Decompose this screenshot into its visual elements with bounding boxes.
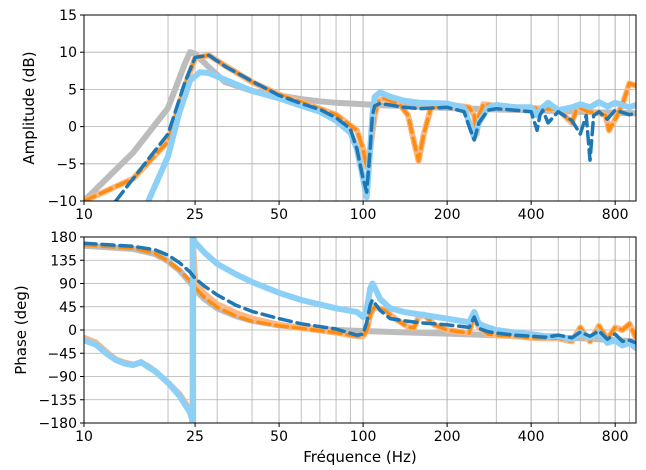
phase-panel: 10 25 50 100 200 400 800 −180 −135 −90 −45 0 45 90 135… — [12, 230, 637, 466]
x-tick-label: 10 — [75, 207, 93, 223]
y-tick-label: 0 — [68, 323, 77, 339]
phase-y-axis-title: Phase (deg) — [12, 285, 30, 375]
x-tick-label: 400 — [518, 207, 545, 223]
y-tick-label: −45 — [47, 346, 77, 362]
x-tick-label: 200 — [434, 429, 461, 445]
phase-ticks: 10 25 50 100 200 400 800 −180 −135 −90 −45 0 45 90 135… — [39, 230, 629, 445]
x-axis-title: Fréquence (Hz) — [303, 448, 416, 466]
x-tick-label: 400 — [518, 429, 545, 445]
series-line-3 — [84, 243, 636, 344]
series-line-5 — [114, 53, 636, 201]
series-line-2 — [84, 52, 636, 201]
y-tick-label: −5 — [56, 157, 77, 173]
x-tick-label: 800 — [602, 207, 629, 223]
y-tick-label: 5 — [68, 82, 77, 98]
y-tick-label: −90 — [47, 370, 77, 386]
x-tick-label: 25 — [186, 429, 204, 445]
y-tick-label: 90 — [59, 277, 77, 293]
series-line-4 — [145, 69, 636, 201]
phase-series — [84, 237, 636, 423]
y-tick-label: 0 — [68, 120, 77, 136]
y-tick-label: −135 — [39, 393, 77, 409]
y-tick-label: 45 — [59, 300, 77, 316]
series-line-1 — [84, 49, 636, 201]
y-tick-label: 135 — [50, 253, 77, 269]
y-tick-label: 15 — [59, 8, 77, 24]
y-tick-label: −10 — [47, 194, 77, 210]
x-tick-label: 200 — [434, 207, 461, 223]
x-tick-label: 100 — [350, 429, 377, 445]
amplitude-y-axis-title: Amplitude (dB) — [20, 51, 38, 164]
x-tick-label: 50 — [270, 429, 288, 445]
series-line-5 — [84, 241, 636, 345]
y-tick-label: 10 — [59, 45, 77, 61]
series-line-3 — [84, 53, 636, 201]
x-tick-label: 800 — [602, 429, 629, 445]
x-tick-label: 10 — [75, 429, 93, 445]
series-line-4 — [84, 237, 636, 423]
amplitude-panel: 10 25 50 100 200 400 800 −10 −5 0 5 10 15 Amplitude … — [20, 8, 637, 223]
x-tick-label: 50 — [270, 207, 288, 223]
y-tick-label: 180 — [50, 230, 77, 246]
amplitude-series — [84, 49, 636, 201]
y-tick-label: −180 — [39, 416, 77, 432]
amplitude-frame — [83, 14, 637, 202]
x-tick-label: 25 — [186, 207, 204, 223]
amplitude-ticks: 10 25 50 100 200 400 800 −10 −5 0 5 10 15 — [47, 8, 628, 223]
x-tick-label: 100 — [350, 207, 377, 223]
